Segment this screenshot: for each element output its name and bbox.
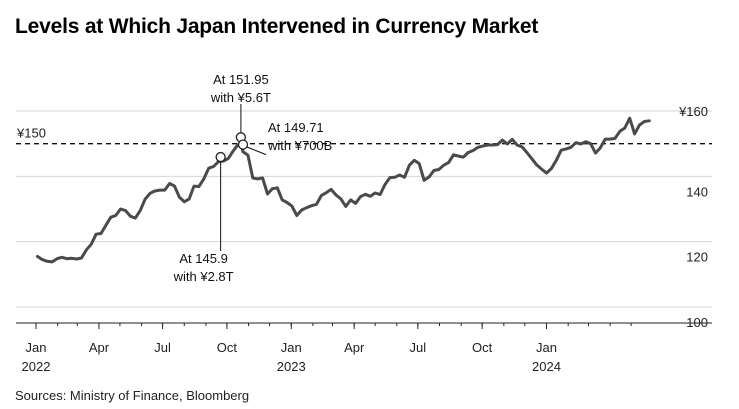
y-axis-ticks: 100 120 140 ¥160 (678, 104, 708, 330)
x-tick-label: Jan (536, 340, 557, 355)
x-tick-label: Jan (281, 340, 302, 355)
x-tick-label: Jul (410, 340, 427, 355)
gridlines (16, 110, 712, 324)
annotation-leader (245, 146, 267, 156)
reference-line-group: ¥150 (16, 126, 712, 145)
series-group (35, 116, 651, 264)
x-tick-year: 2023 (277, 359, 306, 374)
annotations-group: At 145.9 with ¥2.8T At 151.95 with ¥5.6T At … (173, 72, 333, 284)
y-tick-label: 120 (686, 250, 708, 265)
x-tick-year: 2024 (532, 359, 561, 374)
x-axis-ticks: Jan 2022 Apr Jul Oct Jan 2023 Apr Jul Oct Jan 2024 (22, 323, 632, 374)
x-tick-label: Jul (154, 340, 171, 355)
x-tick-label: Apr (344, 340, 365, 355)
annotation-text: with ¥5.6T (210, 90, 271, 105)
x-tick-label: Oct (217, 340, 238, 355)
reference-line-label: ¥150 (16, 126, 46, 141)
x-tick-year: 2022 (22, 359, 51, 374)
annotation-text: At 149.71 (268, 120, 324, 135)
annotation-marker (237, 139, 249, 150)
annotation-text: with ¥2.8T (173, 269, 234, 284)
y-tick-label: 100 (686, 315, 708, 330)
y-tick-label: 140 (686, 184, 708, 199)
chart-title: Levels at Which Japan Intervened in Curr… (15, 15, 539, 38)
annotation-text: At 145.9 (179, 251, 227, 266)
annotation-text: with ¥700B (267, 138, 332, 153)
source-note: Sources: Ministry of Finance, Bloomberg (15, 388, 250, 403)
series-line-usdjpy (35, 116, 651, 264)
x-tick-label: Jan (26, 340, 47, 355)
annotation-text: At 151.95 (213, 72, 269, 87)
y-tick-label: ¥160 (678, 104, 708, 119)
x-tick-label: Oct (472, 340, 493, 355)
annotation-marker (215, 151, 226, 163)
x-tick-label: Apr (89, 340, 110, 355)
